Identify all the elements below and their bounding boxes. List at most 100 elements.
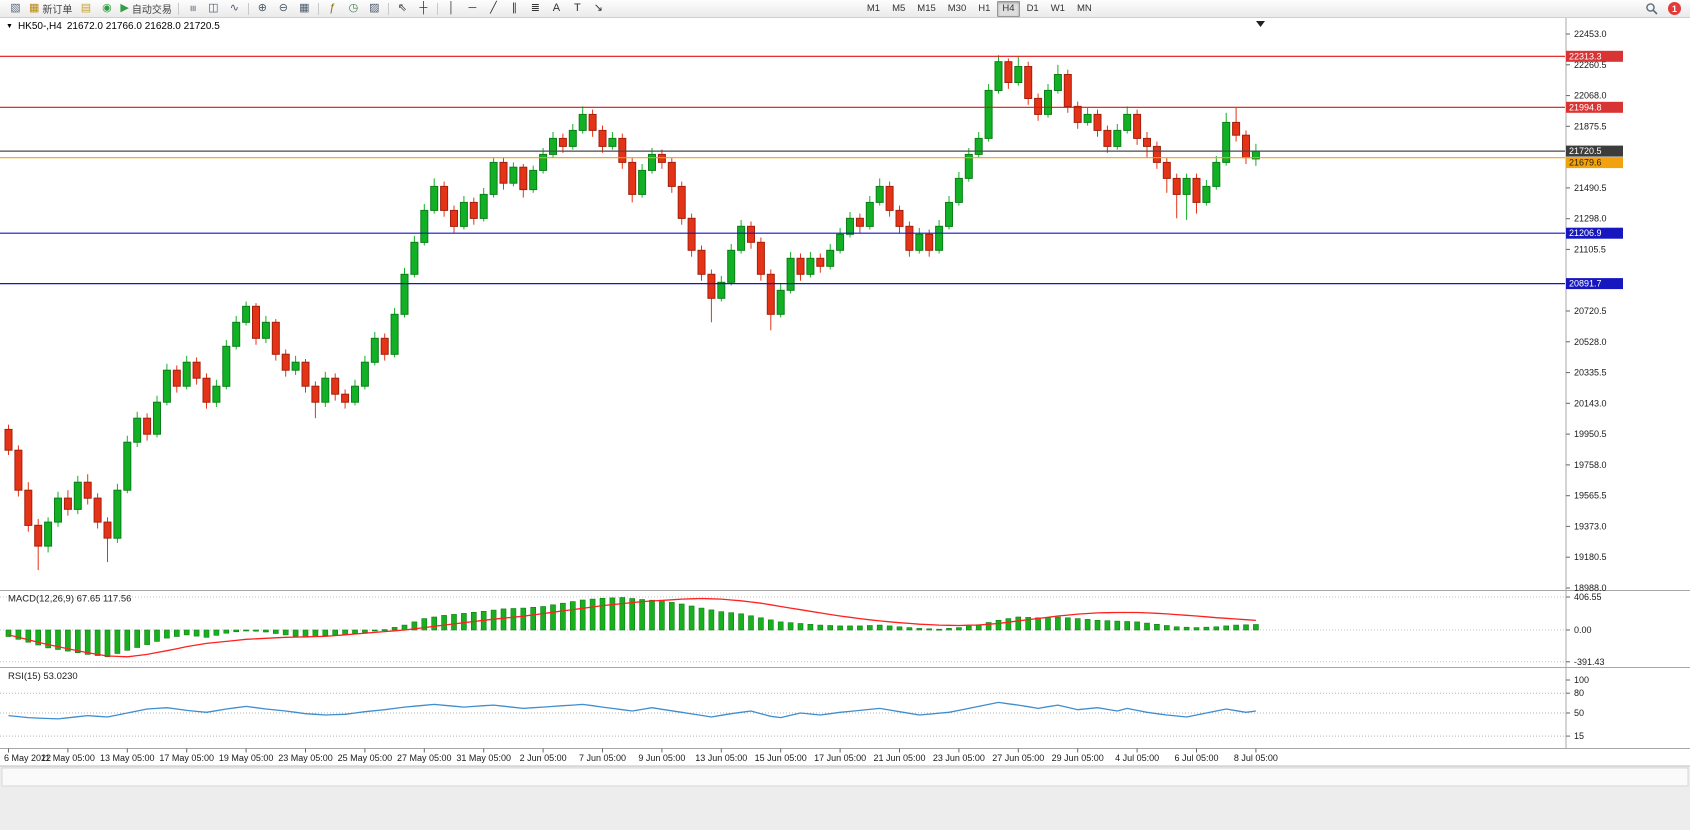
notification-badge[interactable]: 1 xyxy=(1668,2,1681,15)
time-axis-label: 23 May 05:00 xyxy=(278,753,333,763)
candlestick-chart-button[interactable]: ◫ xyxy=(203,0,224,17)
macd-histogram-bar xyxy=(183,629,190,636)
crosshair-icon: ┼ xyxy=(419,2,428,14)
trendline-button[interactable]: ╱ xyxy=(483,0,504,17)
line-chart-button[interactable]: ∿ xyxy=(224,0,245,17)
cursor-button[interactable]: ⇖ xyxy=(392,0,413,17)
label-button[interactable]: T xyxy=(567,0,588,17)
templates-icon: ▨ xyxy=(369,2,380,14)
ohlc-values: 21672.0 21766.0 21628.0 21720.5 xyxy=(66,21,220,32)
horizontal-line-button[interactable]: ─ xyxy=(462,0,483,17)
candle-body xyxy=(370,337,379,363)
horizontal-scrollbar-track[interactable] xyxy=(1,767,1689,787)
macd-histogram-bar xyxy=(837,625,843,631)
macd-histogram xyxy=(5,597,1259,658)
macd-histogram-bar xyxy=(579,599,586,631)
timeframe-button-w1[interactable]: W1 xyxy=(1050,3,1065,14)
candle-body xyxy=(796,257,805,275)
candle-body xyxy=(44,521,53,547)
vertical-line-button[interactable]: │ xyxy=(441,0,462,17)
macd-histogram-bar xyxy=(748,615,754,631)
time-axis-label: 17 Jun 05:00 xyxy=(814,753,866,763)
macd-histogram-bar xyxy=(500,608,507,631)
macd-histogram-bar xyxy=(193,629,200,637)
macd-histogram-bar xyxy=(35,629,42,646)
new-chart-button[interactable]: ▧ xyxy=(5,0,26,17)
macd-histogram-bar xyxy=(827,625,834,631)
auto-scroll-button[interactable]: ◉ xyxy=(96,0,117,17)
macd-histogram-bar xyxy=(866,625,873,631)
macd-histogram-bar xyxy=(1193,627,1200,631)
zoom-out-button[interactable]: ⊖ xyxy=(273,0,294,17)
timeframe-button-m30[interactable]: M30 xyxy=(947,3,967,14)
timeframe-group: M1 M5 M15 M30 H1 H4 D1 W1 MN xyxy=(861,0,1098,17)
fibonacci-button[interactable]: ≣ xyxy=(525,0,546,17)
macd-histogram-bar xyxy=(1065,617,1071,631)
macd-histogram-bar xyxy=(1183,626,1190,631)
timeframe-button-d1[interactable]: D1 xyxy=(1026,3,1039,14)
macd-histogram-bar xyxy=(926,628,933,631)
macd-histogram-bar xyxy=(45,629,51,649)
periods-button[interactable]: ◷ xyxy=(343,0,364,17)
cursor-icon: ⇖ xyxy=(397,2,407,14)
vertical-line-icon: │ xyxy=(447,2,455,14)
price-badge xyxy=(1566,157,1623,169)
macd-histogram-bar xyxy=(876,624,883,631)
timeframe-button-m1[interactable]: M1 xyxy=(866,3,881,14)
macd-histogram-bar xyxy=(253,629,259,632)
macd-histogram-bar xyxy=(936,628,942,631)
new-order-button[interactable]: ▦ 新订单 xyxy=(26,0,75,17)
arrows-button[interactable]: ↘ xyxy=(588,0,609,17)
macd-histogram-bar xyxy=(65,629,71,652)
profiles-button[interactable]: ▤ xyxy=(75,0,96,17)
candle-body xyxy=(212,385,221,403)
collapse-chart-icon[interactable]: ▼ xyxy=(6,23,13,30)
toolbar-left-group: ▧ ▦ 新订单 ▤ ◉ ▶ 自动交易 ≡ ◫ ∿ ⊕ ⊖ ▦ ƒ ◷ ▨ ⇖ ┼ │ ─ ╱ ∥ ≣ A T ↘ xyxy=(5,0,609,17)
autotrading-button[interactable]: ▶ 自动交易 xyxy=(117,0,174,17)
rsi-pane-label: RSI(15) 53.0230 xyxy=(8,671,78,682)
search-button[interactable] xyxy=(1641,0,1662,17)
timeframe-button-m5[interactable]: M5 xyxy=(892,3,906,14)
candlestick-series xyxy=(4,55,1260,571)
periods-icon: ◷ xyxy=(348,2,359,14)
macd-histogram-bar xyxy=(134,629,140,648)
chart-canvas[interactable] xyxy=(0,18,1690,766)
templates-button[interactable]: ▨ xyxy=(364,0,385,17)
macd-histogram-bar xyxy=(243,629,249,632)
toolbar-separator xyxy=(387,2,389,15)
candle-body xyxy=(450,209,458,227)
candle-body xyxy=(133,417,142,443)
indicators-button[interactable]: ƒ xyxy=(322,0,343,17)
price-scale[interactable] xyxy=(1566,18,1690,748)
timeframe-button-h1[interactable]: H1 xyxy=(978,3,991,14)
bar-chart-button[interactable]: ≡ xyxy=(182,0,203,17)
time-axis-label: 29 Jun 05:00 xyxy=(1052,753,1104,763)
zoom-in-button[interactable]: ⊕ xyxy=(252,0,273,17)
label-icon: T xyxy=(574,2,581,14)
equidistant-channel-button[interactable]: ∥ xyxy=(504,0,525,17)
time-axis-label: 2 Jun 05:00 xyxy=(520,753,567,763)
price-axis-label: 21875.5 xyxy=(1574,121,1607,131)
candle-body xyxy=(222,345,231,387)
candle-body xyxy=(549,137,557,155)
time-axis-label: 13 Jun 05:00 xyxy=(695,753,747,763)
crosshair-button[interactable]: ┼ xyxy=(413,0,434,17)
macd-histogram-bar xyxy=(688,605,695,631)
candle-body xyxy=(974,137,983,155)
candle-body xyxy=(242,305,251,323)
timeframe-button-mn[interactable]: MN xyxy=(1076,3,1092,14)
timeframe-button-h4[interactable]: H4 xyxy=(997,0,1020,17)
text-button[interactable]: A xyxy=(546,0,567,17)
tile-windows-button[interactable]: ▦ xyxy=(294,0,315,17)
timeframe-button-m15[interactable]: M15 xyxy=(917,3,936,14)
macd-histogram-bar xyxy=(233,629,239,633)
candle-body xyxy=(311,385,320,403)
candle-body xyxy=(261,321,270,339)
candle-body xyxy=(578,113,587,131)
time-scale[interactable] xyxy=(0,749,1565,766)
price-axis-label: 22068.0 xyxy=(1574,91,1607,101)
time-axis-label: 21 Jun 05:00 xyxy=(873,753,925,763)
price-axis-label: 20720.5 xyxy=(1574,306,1607,316)
macd-histogram-bar xyxy=(94,629,101,656)
